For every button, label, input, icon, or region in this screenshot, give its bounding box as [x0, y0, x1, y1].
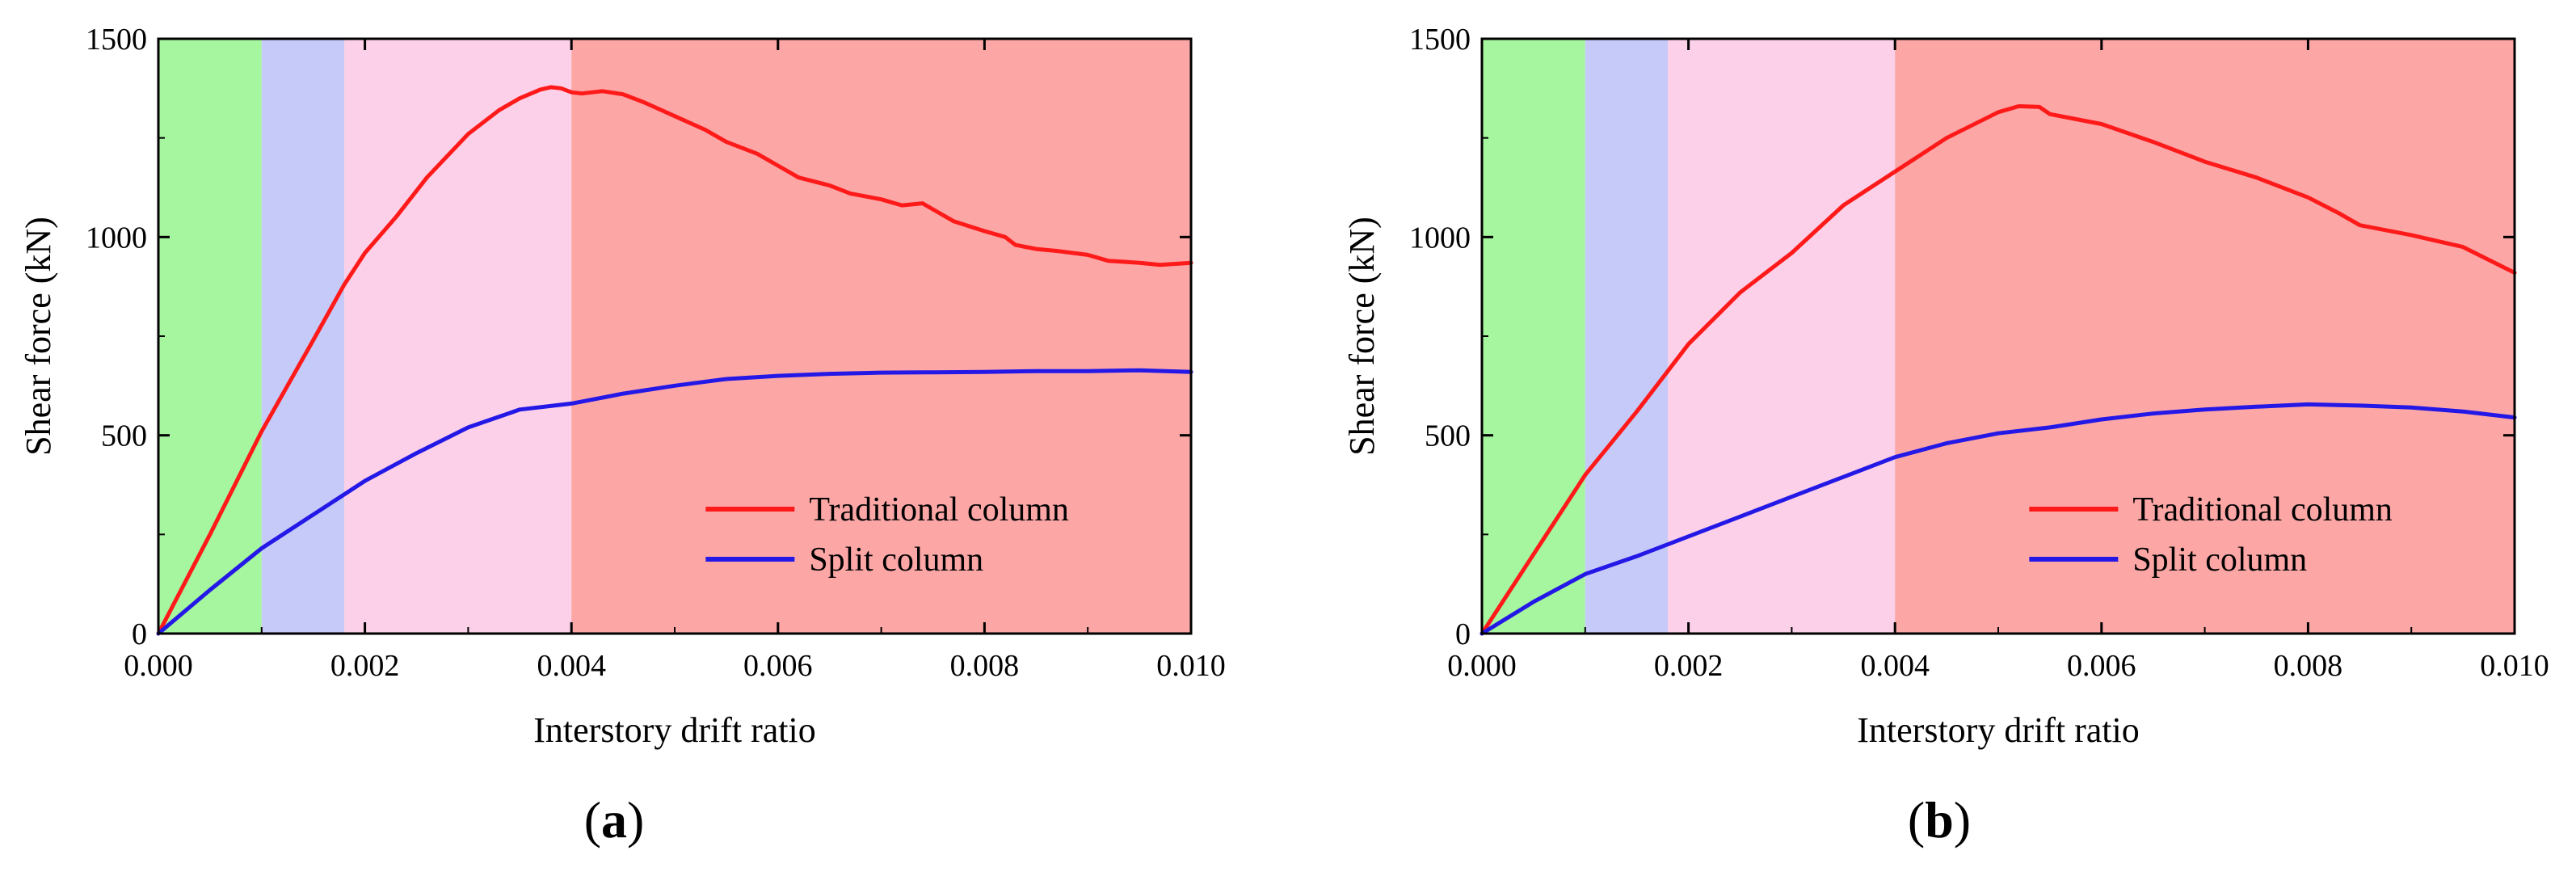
zone-band-3: [1668, 39, 1896, 634]
caption-close-paren: ): [627, 791, 644, 849]
y-axis-title: Shear force (kN): [1342, 217, 1382, 456]
y-tick-label: 1000: [86, 221, 147, 255]
zone-band-3: [344, 39, 572, 634]
chart-panel-a: 0.000 0.002 0.004 0.006 0.008 0.010 0 500 1000 15…: [19, 23, 1226, 849]
caption-letter: b: [1925, 791, 1954, 849]
series-line-split: [1480, 402, 2517, 636]
x-tick-label: 0.010: [1156, 649, 1226, 683]
zone-band-4: [571, 39, 1191, 634]
y-tick-label: 1000: [1409, 221, 1471, 255]
zone-band-4: [1895, 39, 2515, 634]
y-tick-label: 0: [132, 617, 147, 651]
x-tick-label: 0.010: [2480, 649, 2549, 683]
zone-band-1: [1482, 39, 1585, 634]
x-tick-label: 0.004: [1860, 649, 1930, 683]
series-line-traditional: [1480, 103, 2517, 636]
legend-label-split: Split column: [2132, 541, 2307, 579]
y-tick-label: 500: [101, 419, 147, 453]
legend-label-split: Split column: [809, 541, 983, 579]
x-axis-title: Interstory drift ratio: [1857, 710, 2139, 750]
y-axis-title: Shear force (kN): [19, 217, 58, 456]
y-tick-label: 0: [1455, 617, 1471, 651]
x-tick-label: 0.000: [1447, 649, 1517, 683]
y-tick-label: 1500: [1409, 23, 1471, 57]
x-tick-label: 0.000: [124, 649, 193, 683]
zone-band-1: [158, 39, 262, 634]
y-tick-label: 500: [1425, 419, 1471, 453]
y-tick-label: 1500: [86, 23, 147, 57]
caption-open-paren: (: [1908, 791, 1925, 849]
zone-band-2: [261, 39, 345, 634]
caption-letter: a: [601, 791, 627, 849]
panel-caption: (a): [584, 791, 645, 849]
x-tick-label: 0.004: [537, 649, 606, 683]
panel-caption: (b): [1908, 791, 1971, 849]
x-tick-label: 0.006: [743, 649, 813, 683]
caption-open-paren: (: [584, 791, 601, 849]
legend-label-traditional: Traditional column: [2132, 491, 2393, 529]
x-tick-label: 0.008: [950, 649, 1020, 683]
legend-label-traditional: Traditional column: [809, 491, 1069, 529]
x-tick-label: 0.006: [2067, 649, 2136, 683]
caption-close-paren: ): [1954, 791, 1971, 849]
x-tick-label: 0.002: [1654, 649, 1724, 683]
x-axis-title: Interstory drift ratio: [533, 710, 815, 750]
series-line-split: [156, 368, 1193, 636]
x-tick-label: 0.002: [330, 649, 400, 683]
zone-band-2: [1585, 39, 1669, 634]
series-line-traditional: [156, 85, 1193, 636]
chart-panel-b: 0.000 0.002 0.004 0.006 0.008 0.010 0 500 1000 15…: [1342, 23, 2549, 849]
x-tick-label: 0.008: [2274, 649, 2343, 683]
